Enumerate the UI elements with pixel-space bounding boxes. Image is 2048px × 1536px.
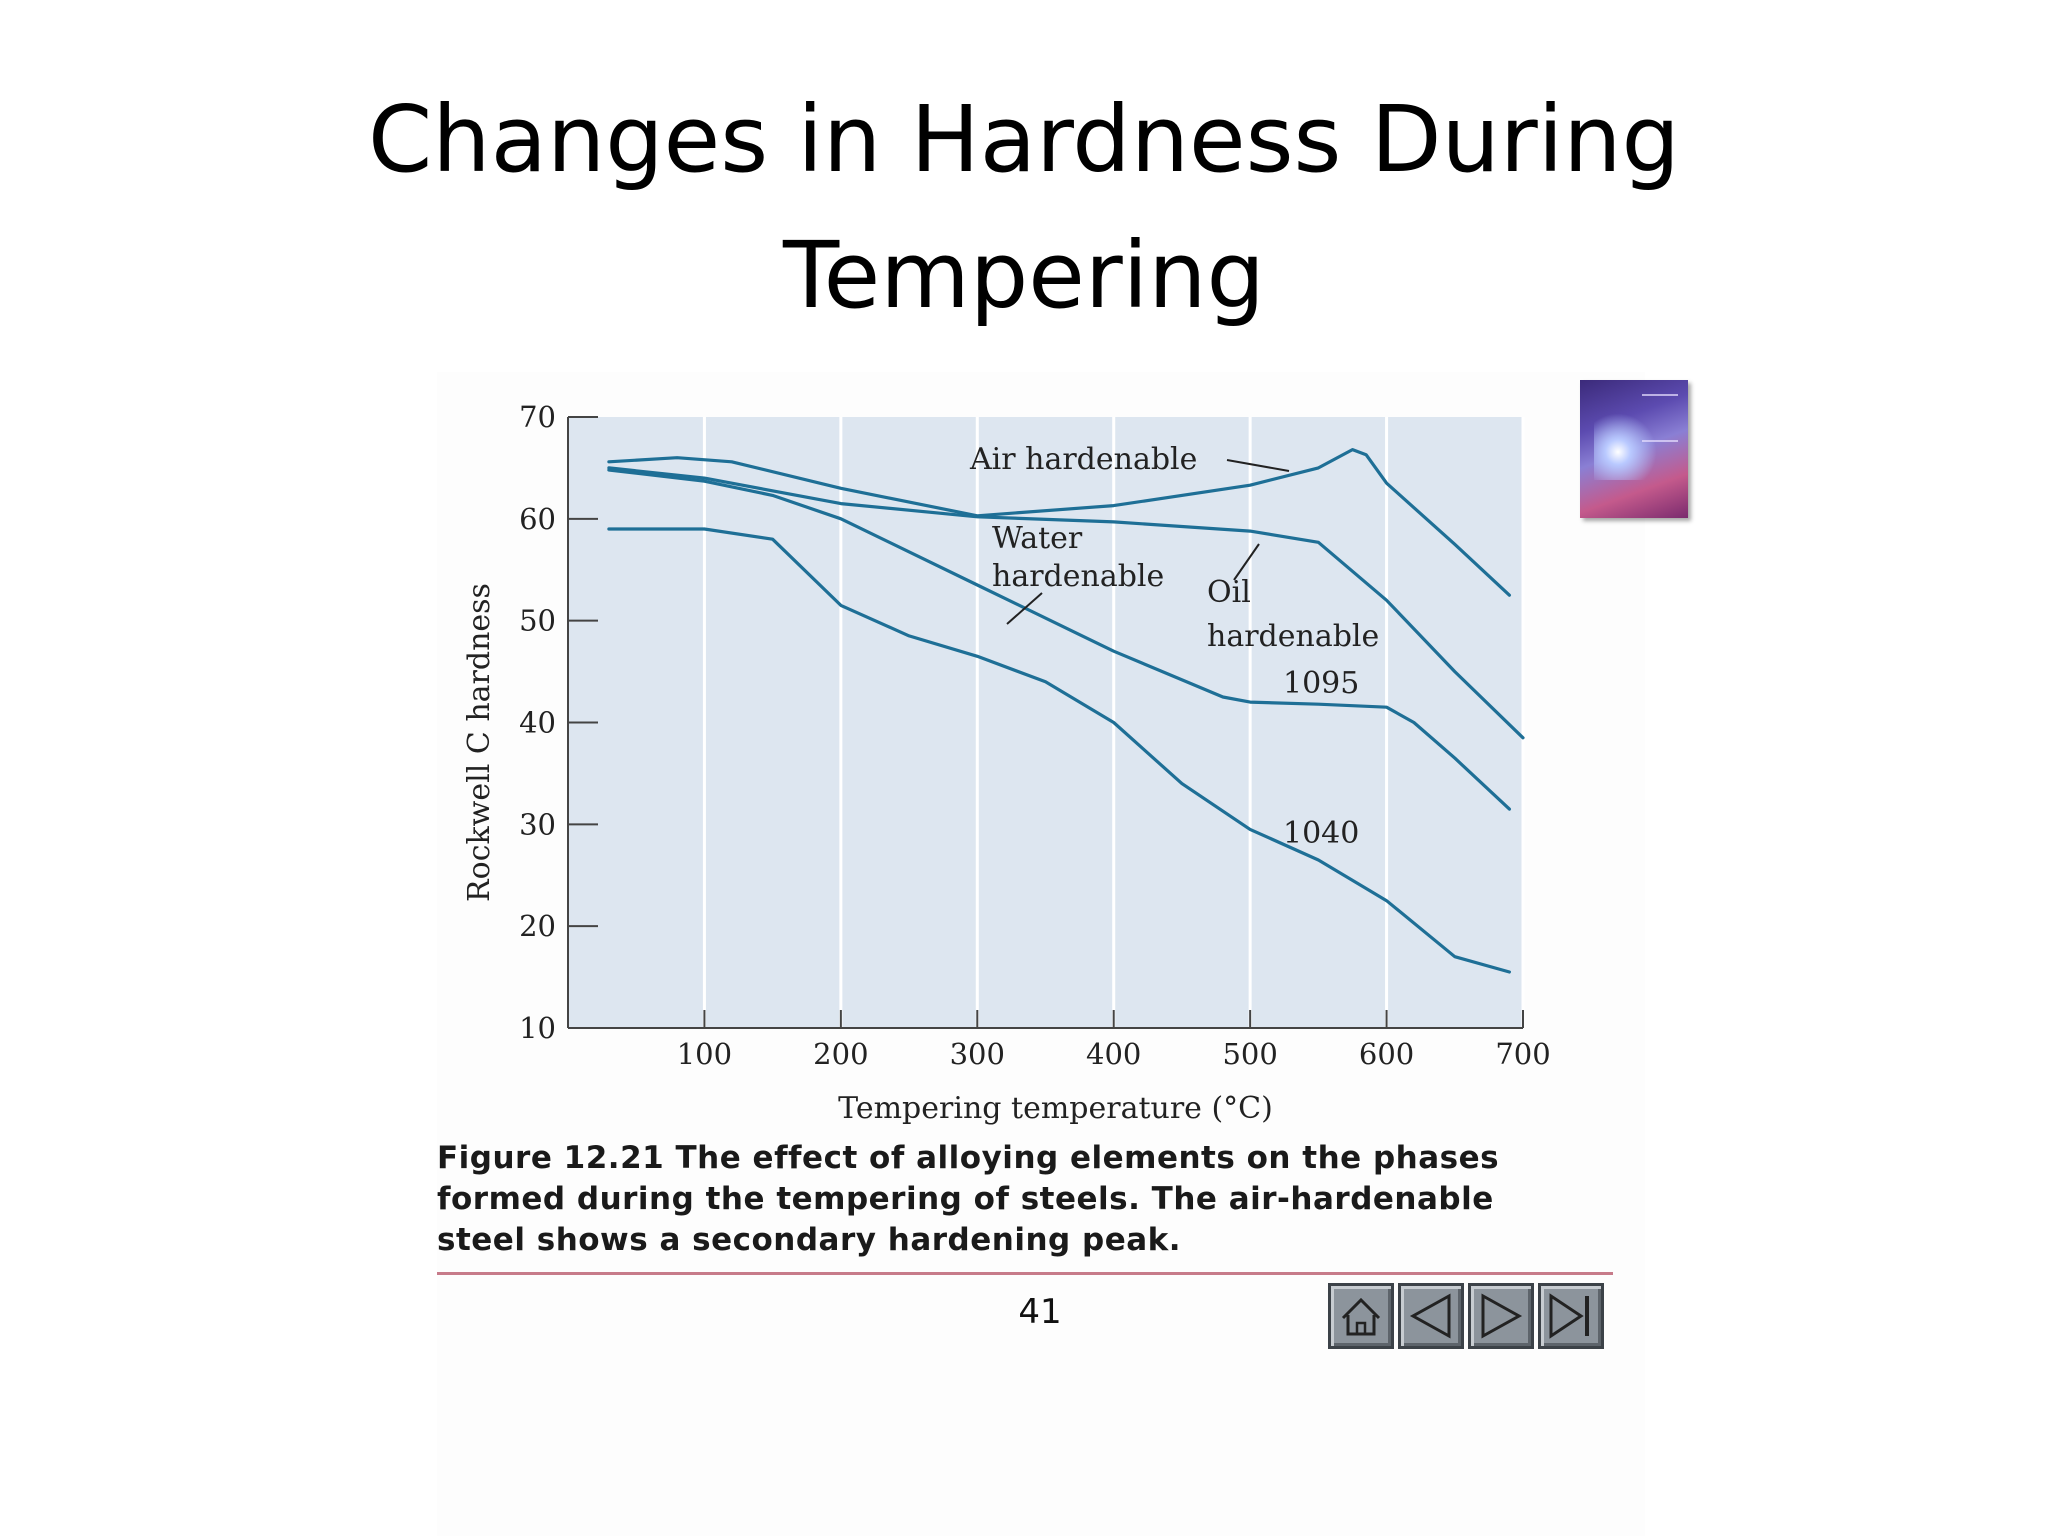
slide-title-line2: Tempering xyxy=(783,222,1265,329)
series-annotation: Oil xyxy=(1207,575,1251,610)
slide-title: Changes in Hardness During Tempering xyxy=(0,72,2048,344)
last-button[interactable] xyxy=(1538,1283,1604,1349)
caption-line3: steel shows a secondary hardening peak. xyxy=(437,1222,1182,1258)
annotation-leader-line xyxy=(1226,459,1290,472)
x-tick-label: 200 xyxy=(813,1037,868,1071)
previous-icon xyxy=(1409,1293,1451,1339)
y-tick-label: 40 xyxy=(519,706,556,740)
last-icon xyxy=(1549,1293,1589,1339)
cover-art xyxy=(1594,410,1674,480)
annotation-leader-line xyxy=(1233,543,1260,581)
textbook-cover-image xyxy=(1580,380,1688,518)
x-axis-label: Tempering temperature (°C) xyxy=(838,1091,1273,1126)
y-tick-label: 20 xyxy=(519,909,556,943)
hardness-chart: 10 20 30 40 50 60 70 100 200 300 400 500 600 700 Tempe… xyxy=(462,400,1551,1126)
next-button[interactable] xyxy=(1468,1283,1534,1349)
x-tick-label: 600 xyxy=(1359,1037,1414,1071)
x-tick-label: 400 xyxy=(1086,1037,1141,1071)
series-line-3 xyxy=(607,468,1511,811)
caption-line2: formed during the tempering of steels. T… xyxy=(437,1181,1494,1217)
series-annotation: 1040 xyxy=(1283,816,1359,851)
series-annotation: hardenable xyxy=(1207,619,1379,654)
series-annotation: Water xyxy=(992,521,1083,556)
caption-divider xyxy=(437,1272,1613,1275)
x-tick-label: 300 xyxy=(950,1037,1005,1071)
x-tick-label: 500 xyxy=(1222,1037,1277,1071)
plot-area xyxy=(568,417,1523,1028)
series-annotation: Air hardenable xyxy=(969,442,1197,477)
next-icon xyxy=(1481,1293,1523,1339)
slide-title-line1: Changes in Hardness During xyxy=(368,86,1680,193)
previous-button[interactable] xyxy=(1398,1283,1464,1349)
home-button[interactable] xyxy=(1328,1283,1394,1349)
figure-caption: Figure 12.21 The effect of alloying elem… xyxy=(437,1138,1637,1261)
y-tick-label: 60 xyxy=(519,502,556,536)
series-line-1 xyxy=(607,448,1511,597)
x-tick-label: 700 xyxy=(1495,1037,1550,1071)
y-tick-label: 70 xyxy=(519,400,556,434)
cover-title-lines xyxy=(1642,394,1678,442)
annotation-leader-line xyxy=(1006,592,1043,625)
series-line-4 xyxy=(607,527,1511,974)
y-tick-label: 50 xyxy=(519,604,556,638)
series-annotation: 1095 xyxy=(1283,666,1359,701)
caption-line1: Figure 12.21 The effect of alloying elem… xyxy=(437,1140,1500,1176)
y-tick-label: 30 xyxy=(519,807,556,841)
page-number: 41 xyxy=(1018,1292,1062,1332)
series-annotation: hardenable xyxy=(992,559,1164,594)
y-axis-label: Rockwell C hardness xyxy=(462,583,497,902)
x-tick-label: 100 xyxy=(677,1037,732,1071)
home-icon xyxy=(1341,1297,1381,1336)
series-line-2 xyxy=(607,466,1525,740)
y-tick-label: 10 xyxy=(519,1011,556,1045)
